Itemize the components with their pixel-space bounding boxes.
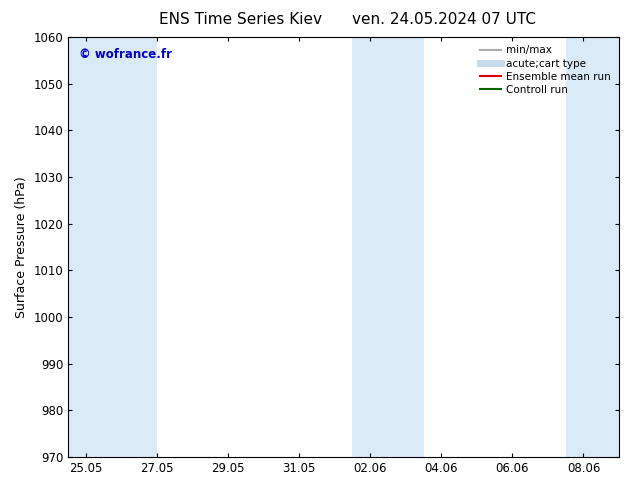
Bar <box>68 37 157 457</box>
Legend: min/max, acute;cart type, Ensemble mean run, Controll run: min/max, acute;cart type, Ensemble mean … <box>477 42 614 98</box>
Bar <box>566 37 619 457</box>
Text: ven. 24.05.2024 07 UTC: ven. 24.05.2024 07 UTC <box>352 12 536 27</box>
Bar <box>353 37 424 457</box>
Text: © wofrance.fr: © wofrance.fr <box>79 48 172 61</box>
Text: ENS Time Series Kiev: ENS Time Series Kiev <box>159 12 323 27</box>
Y-axis label: Surface Pressure (hPa): Surface Pressure (hPa) <box>15 176 28 318</box>
